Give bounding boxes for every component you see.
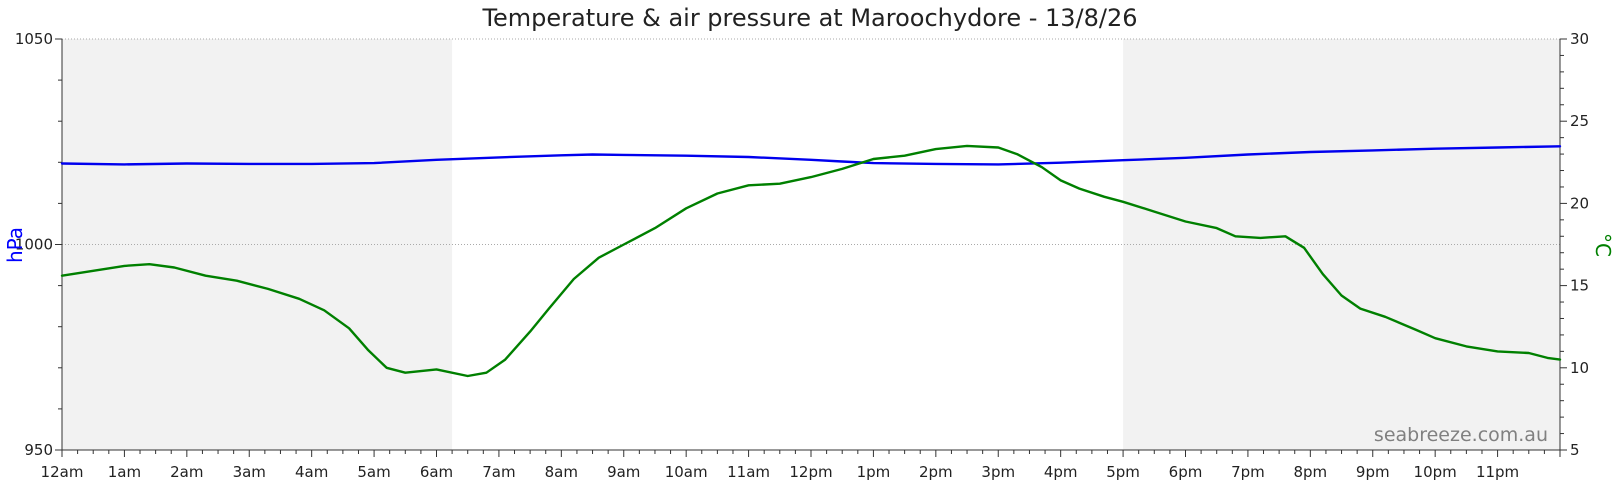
right-axis-label: °C [1591,233,1615,257]
x-tick-label: 6pm [1169,463,1203,481]
left-tick-label: 1050 [15,30,53,48]
right-tick-label: 25 [1570,112,1589,130]
right-tick-label: 20 [1570,194,1589,212]
x-tick-label: 10pm [1414,463,1457,481]
x-tick-label: 11am [727,463,770,481]
night-shading-1 [1123,39,1560,450]
pressure-series-line [60,145,1562,166]
chart-background [62,39,1560,450]
x-tick-label: 9pm [1356,463,1390,481]
chart-axes: 950 1000 1050 5 10 15 20 25 30 12am 1am 2am 3am 4am 5a… [15,30,1589,481]
x-tick-label: 7pm [1231,463,1265,481]
left-tick-label: 950 [24,441,53,459]
chart-labels: Temperature & air pressure at Maroochydo… [3,4,1615,446]
x-tick-label: 11pm [1476,463,1519,481]
right-tick-label: 15 [1570,277,1589,295]
x-tick-label: 1pm [857,463,891,481]
x-tick-label: 4am [295,463,328,481]
left-axis-label: hPa [3,227,27,263]
x-tick-label: 4pm [1044,463,1078,481]
x-tick-label: 5pm [1106,463,1140,481]
watermark-text: seabreeze.com.au [1374,424,1548,446]
x-tick-label: 12pm [789,463,832,481]
right-tick-label: 10 [1570,359,1589,377]
chart-series [60,144,1562,378]
right-tick-label: 30 [1570,30,1589,48]
x-tick-label: 3pm [981,463,1015,481]
x-tick-label: 9am [607,463,640,481]
x-tick-label: 2am [170,463,203,481]
x-tick-label: 6am [420,463,453,481]
x-tick-label: 1am [108,463,141,481]
right-tick-label: 5 [1570,441,1580,459]
x-tick-label: 12am [41,463,84,481]
chart-title: Temperature & air pressure at Maroochydo… [481,4,1137,32]
temperature-series-line [60,144,1562,378]
x-tick-label: 10am [665,463,708,481]
left-tick-label: 1000 [15,236,53,254]
x-tick-label: 8am [545,463,578,481]
x-tick-label: 5am [357,463,390,481]
x-tick-label: 2pm [919,463,953,481]
x-tick-label: 7am [482,463,515,481]
x-tick-label: 3am [233,463,266,481]
x-tick-label: 8pm [1293,463,1327,481]
